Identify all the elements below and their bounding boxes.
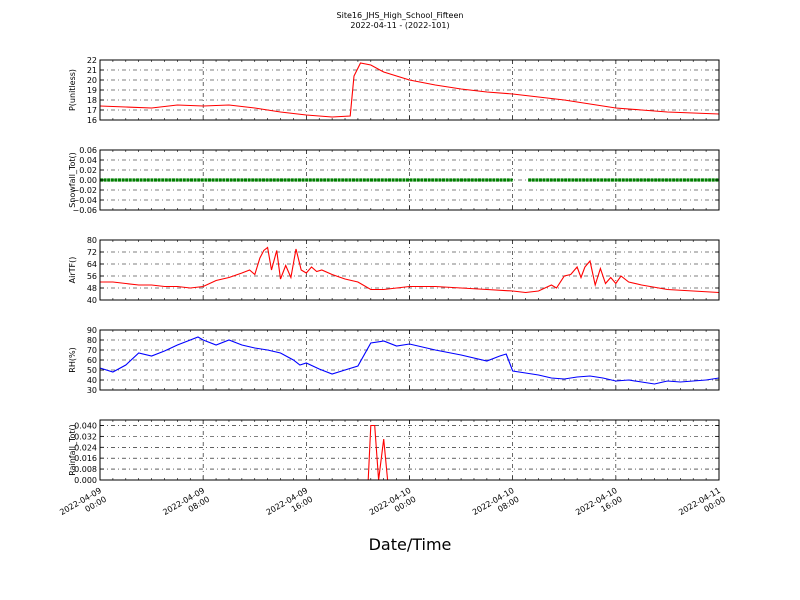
y-tick-label: 72	[87, 248, 97, 257]
y-tick-label: 40	[87, 376, 97, 385]
panel-2: −0.06−0.04−0.020.000.020.040.06Snowfall_…	[68, 146, 720, 215]
y-tick-label: 0.040	[74, 421, 97, 430]
y-tick-label: 40	[87, 296, 97, 305]
y-axis-label: AirTF()	[68, 257, 77, 284]
y-tick-label: −0.02	[72, 186, 97, 195]
y-tick-label: 16	[87, 116, 97, 125]
figure-subtitle: 2022-04-11 - (2022-101)	[350, 21, 449, 30]
y-tick-label: 0.06	[79, 146, 97, 155]
y-tick-label: 17	[87, 106, 97, 115]
y-tick-label: −0.04	[72, 196, 97, 205]
y-tick-label: 80	[87, 236, 97, 245]
x-tick-label: 2022-04-0908:00	[161, 486, 211, 526]
y-tick-label: 70	[87, 346, 97, 355]
x-tick-label: 2022-04-0900:00	[58, 486, 108, 526]
y-axis-label: Snowfall_Tot()	[68, 152, 77, 208]
panel-5: 0.000 0.008 0.016 0.024 0.032 0.040Rainfall_T…	[68, 419, 720, 485]
y-tick-label: 19	[87, 86, 97, 95]
series-line	[99, 336, 720, 385]
y-tick-label: 48	[87, 284, 97, 293]
y-tick-label: 0.016	[74, 454, 97, 463]
y-tick-label: 64	[87, 260, 97, 269]
x-tick-label: 2022-04-0916:00	[265, 486, 315, 526]
y-tick-label: 20	[87, 76, 97, 85]
y-tick-label: 0.032	[74, 432, 97, 441]
y-tick-label: 21	[87, 66, 97, 75]
y-tick-label: 0.00	[79, 176, 97, 185]
x-axis: 2022-04-0900:00 2022-04-0908:00 2022-04-09…	[58, 486, 727, 526]
x-tick-label: 2022-04-1100:00	[677, 486, 727, 526]
y-tick-label: 0.02	[79, 166, 97, 175]
figure-title: Site16_JHS_High_School_Fifteen	[337, 11, 464, 20]
x-axis-label: Date/Time	[369, 535, 452, 554]
panel-3: 40 48 56 64 72 80 AirTF()	[68, 236, 720, 305]
y-tick-label: 80	[87, 336, 97, 345]
y-tick-label: 0.024	[74, 443, 97, 452]
y-tick-label: −0.06	[72, 206, 97, 215]
y-tick-label: 60	[87, 356, 97, 365]
y-tick-label: 56	[87, 272, 97, 281]
series-line	[100, 246, 720, 294]
series-line	[100, 424, 719, 481]
y-tick-label: 22	[87, 56, 97, 65]
y-tick-label: 18	[87, 96, 97, 105]
y-tick-label: 30	[87, 386, 97, 395]
y-axis-label: RH(%)	[68, 347, 77, 372]
y-tick-label: 50	[87, 366, 97, 375]
x-tick-label: 2022-04-1008:00	[471, 486, 521, 526]
y-tick-label: 0.008	[74, 465, 97, 474]
y-tick-label: 90	[87, 326, 97, 335]
y-axis-label: Rainfall_Tot()	[68, 424, 77, 476]
x-tick-label: 2022-04-1016:00	[574, 486, 624, 526]
y-tick-label: 0.04	[79, 156, 97, 165]
y-axis-label: P(unitless)	[68, 69, 77, 111]
y-tick-label: 0.000	[74, 476, 97, 485]
x-tick-label: 2022-04-1000:00	[368, 486, 418, 526]
series-line	[99, 62, 720, 118]
